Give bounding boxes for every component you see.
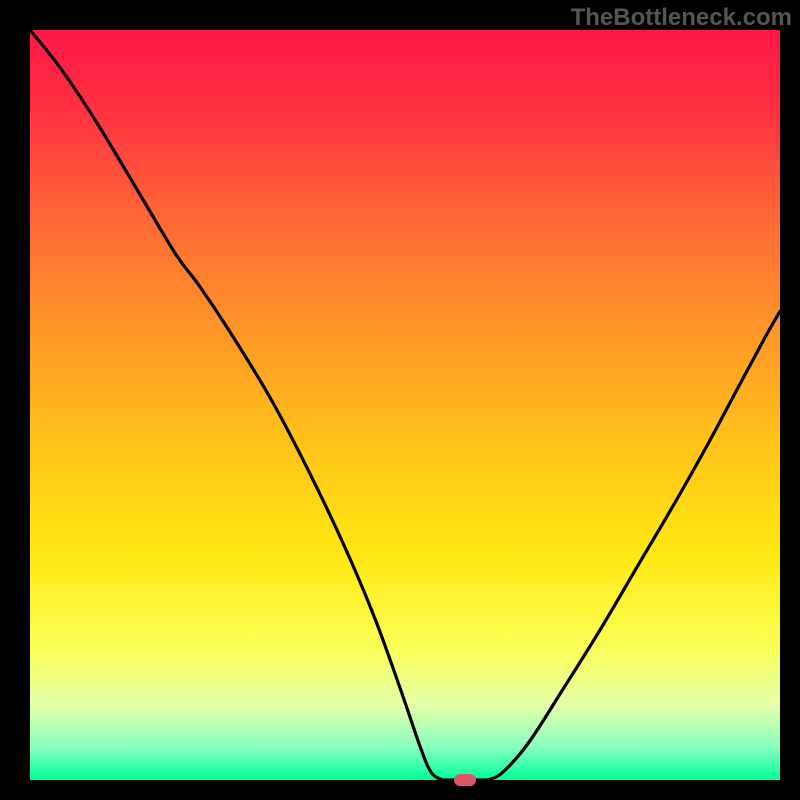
optimal-marker (454, 774, 477, 786)
plot-area (30, 30, 780, 780)
watermark-text: TheBottleneck.com (571, 4, 792, 32)
chart-container: TheBottleneck.com (0, 0, 800, 800)
bottleneck-curve (30, 30, 780, 780)
curve-svg (30, 30, 780, 780)
